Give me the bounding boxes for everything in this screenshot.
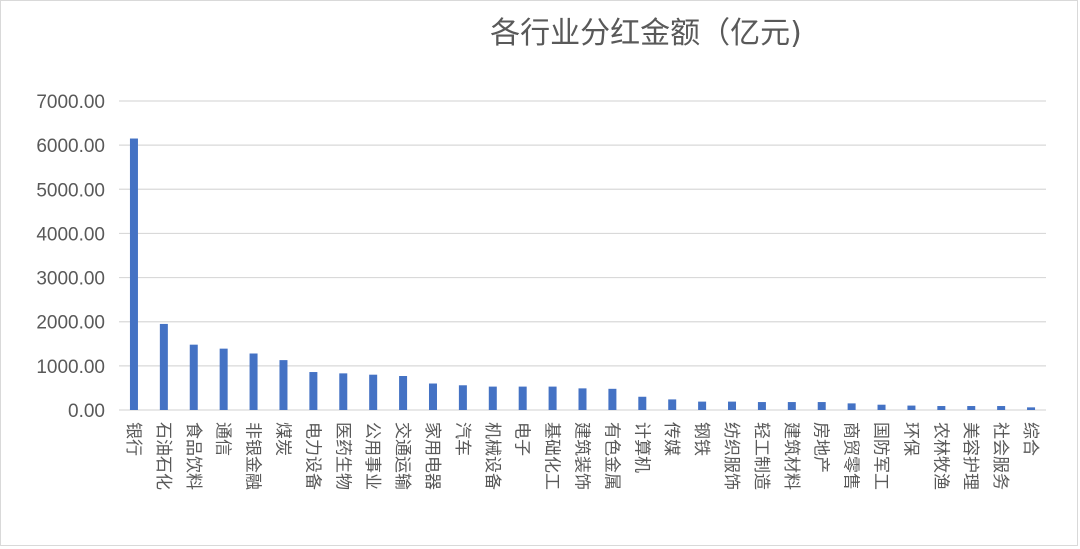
bar — [249, 353, 258, 410]
bar — [159, 323, 168, 410]
x-tick-label: 建筑装饰 — [572, 422, 592, 490]
bar — [428, 383, 437, 410]
y-tick-label: 1000.00 — [36, 357, 105, 378]
x-tick-label: 汽车 — [452, 422, 472, 456]
bar — [189, 344, 198, 410]
y-tick-label: 0.00 — [68, 401, 105, 422]
x-tick-label: 食品饮料 — [183, 422, 203, 490]
x-tick-label: 非银金融 — [243, 422, 263, 490]
x-tick-label: 医药生物 — [332, 422, 352, 490]
x-tick-label: 石油石化 — [153, 422, 173, 490]
bar — [339, 373, 348, 410]
bar — [608, 388, 617, 410]
bars — [129, 138, 1036, 410]
x-tick-label: 房地产 — [811, 422, 831, 473]
x-tick-label: 家用电器 — [422, 422, 442, 490]
y-tick-label: 5000.00 — [36, 180, 105, 201]
x-tick-label: 银行 — [123, 422, 143, 456]
bar — [399, 376, 408, 410]
x-tick-label: 交通运输 — [392, 422, 412, 490]
x-tick-label: 建筑材料 — [781, 422, 801, 490]
x-tick-label: 煤炭 — [272, 422, 292, 456]
bar — [847, 403, 856, 410]
x-axis-ticks: 银行 石油石化 食品饮料 通信 非银金融 煤炭 电力设备 医药生物 公用事业 交通运输 家用电器 汽车… — [123, 422, 1040, 490]
x-tick-label: 通信 — [213, 422, 233, 456]
bar — [907, 405, 916, 410]
x-tick-label: 纺织服饰 — [721, 422, 741, 490]
x-tick-label: 基础化工 — [542, 422, 562, 490]
x-tick-label: 国防军工 — [871, 422, 891, 490]
x-tick-label: 机械设备 — [482, 422, 502, 490]
bar — [219, 348, 228, 410]
y-axis-ticks: 0.00 1000.00 2000.00 3000.00 4000.00 5000.00 6… — [36, 92, 105, 422]
bar — [817, 402, 826, 410]
y-tick-label: 3000.00 — [36, 269, 105, 290]
x-tick-label: 社会服务 — [990, 422, 1010, 490]
bar — [668, 399, 677, 410]
x-tick-label: 传媒 — [661, 422, 681, 456]
y-tick-label: 6000.00 — [36, 136, 105, 157]
x-tick-label: 钢铁 — [691, 422, 711, 456]
bar — [997, 406, 1006, 410]
bar — [937, 406, 946, 410]
x-tick-label: 电子 — [512, 422, 532, 456]
bar — [488, 386, 497, 410]
bar — [967, 406, 976, 410]
bar — [369, 374, 378, 410]
chart-title: 各行业分红金额（亿元) — [490, 16, 802, 51]
bar — [129, 138, 138, 410]
bar — [578, 388, 587, 410]
x-tick-label: 综合 — [1020, 422, 1040, 456]
x-tick-label: 有色金属 — [601, 422, 621, 490]
x-tick-label: 环保 — [900, 422, 920, 456]
bar — [787, 402, 796, 410]
bar — [1027, 407, 1036, 410]
x-tick-label: 美容护理 — [960, 422, 980, 490]
y-tick-label: 7000.00 — [36, 92, 105, 113]
y-tick-label: 2000.00 — [36, 313, 105, 334]
bar — [309, 372, 318, 410]
bar — [757, 402, 766, 410]
gridlines — [119, 100, 1046, 411]
bar — [548, 386, 557, 410]
x-tick-label: 计算机 — [631, 422, 651, 473]
x-tick-label: 公用事业 — [362, 422, 382, 490]
y-tick-label: 4000.00 — [36, 224, 105, 245]
bar — [279, 360, 288, 410]
x-tick-label: 电力设备 — [302, 422, 322, 490]
bar — [518, 386, 527, 410]
bar — [458, 385, 467, 410]
x-tick-label: 商贸零售 — [841, 422, 861, 490]
bar — [728, 401, 737, 410]
x-tick-label: 轻工制造 — [751, 422, 771, 490]
bar — [877, 404, 886, 410]
x-tick-label: 农林牧渔 — [930, 422, 950, 490]
bar — [638, 396, 647, 410]
bar — [698, 401, 707, 410]
